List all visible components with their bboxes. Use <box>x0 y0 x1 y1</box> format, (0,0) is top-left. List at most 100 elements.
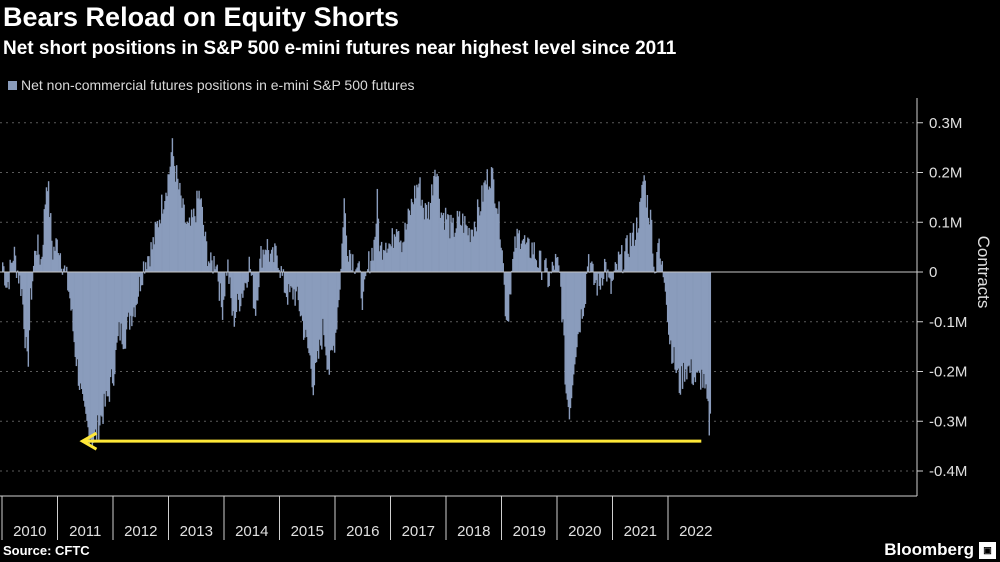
bar <box>252 272 255 309</box>
bar <box>90 272 93 441</box>
bar <box>95 272 98 440</box>
x-tick-label: 2013 <box>180 523 213 540</box>
bar <box>136 272 138 304</box>
bar <box>205 241 208 272</box>
bar <box>342 227 344 272</box>
x-tick-label: 2016 <box>346 523 379 540</box>
bar <box>170 152 173 272</box>
bar <box>222 272 225 300</box>
bar <box>554 253 557 272</box>
bar <box>626 235 628 272</box>
bar <box>403 241 405 272</box>
bar <box>246 272 248 288</box>
bar <box>197 198 199 272</box>
bar <box>37 234 39 272</box>
bar <box>685 272 687 370</box>
bar <box>367 269 369 272</box>
bar <box>659 258 661 272</box>
bar <box>485 184 487 272</box>
bar <box>36 255 38 272</box>
bar <box>212 272 214 274</box>
bar <box>309 272 311 356</box>
bar <box>91 272 94 447</box>
bar <box>103 272 105 394</box>
bar <box>153 244 155 272</box>
bar <box>581 272 583 319</box>
bar <box>434 169 436 272</box>
bar <box>281 272 284 276</box>
bar <box>108 272 111 402</box>
bar <box>523 235 526 272</box>
bar <box>325 272 327 356</box>
bar <box>548 272 550 286</box>
y-axis-title: Contracts <box>974 236 993 309</box>
bar <box>482 201 484 272</box>
bar <box>653 266 655 272</box>
bar <box>23 272 25 330</box>
bar <box>703 272 705 374</box>
bar <box>650 219 653 272</box>
bar <box>336 272 338 330</box>
bar <box>147 256 149 272</box>
bar <box>304 272 306 338</box>
bar <box>682 272 685 363</box>
bar <box>379 245 382 272</box>
bar <box>456 210 459 272</box>
bar <box>701 272 703 370</box>
bar <box>114 272 116 375</box>
bar <box>110 272 113 370</box>
bar <box>199 199 201 272</box>
bar <box>702 272 704 388</box>
bar <box>48 217 51 272</box>
bar <box>637 232 639 272</box>
bar <box>665 272 668 305</box>
bar <box>444 207 447 272</box>
bar <box>146 269 148 272</box>
bar <box>427 201 430 272</box>
bar <box>224 272 226 297</box>
bar <box>687 272 689 367</box>
bar <box>691 272 693 384</box>
bar <box>169 166 171 272</box>
bar <box>505 272 508 320</box>
bar <box>532 254 534 272</box>
bar <box>328 272 331 375</box>
bar <box>381 259 384 272</box>
bar <box>570 272 573 399</box>
bar <box>155 223 158 272</box>
bar <box>662 272 665 278</box>
bar <box>291 272 293 288</box>
bar <box>647 217 650 272</box>
bar <box>460 225 463 272</box>
bar <box>318 272 321 340</box>
bar <box>438 198 440 272</box>
bar <box>709 272 712 414</box>
bar <box>481 185 483 272</box>
bar <box>660 264 662 272</box>
bar <box>55 238 57 272</box>
bar <box>46 191 49 272</box>
bar <box>488 186 491 272</box>
bar <box>251 272 254 275</box>
x-tick-label: 2017 <box>402 523 435 540</box>
bar <box>594 272 596 284</box>
bar <box>450 214 452 272</box>
bar <box>19 272 21 276</box>
x-tick-label: 2012 <box>124 523 157 540</box>
bar <box>101 272 103 417</box>
bar <box>53 246 55 272</box>
bar <box>467 235 469 272</box>
bloomberg-mark-icon: ▣ <box>979 542 996 559</box>
bar <box>569 272 572 409</box>
bar <box>632 223 635 272</box>
bar-series <box>2 138 712 447</box>
bar <box>576 272 578 348</box>
bar <box>602 272 605 279</box>
bar <box>621 245 623 272</box>
bar <box>279 272 281 278</box>
bar <box>671 272 673 364</box>
bar <box>282 269 285 272</box>
chart-legend: Net non-commercial futures positions in … <box>8 77 414 93</box>
bar <box>607 269 609 272</box>
